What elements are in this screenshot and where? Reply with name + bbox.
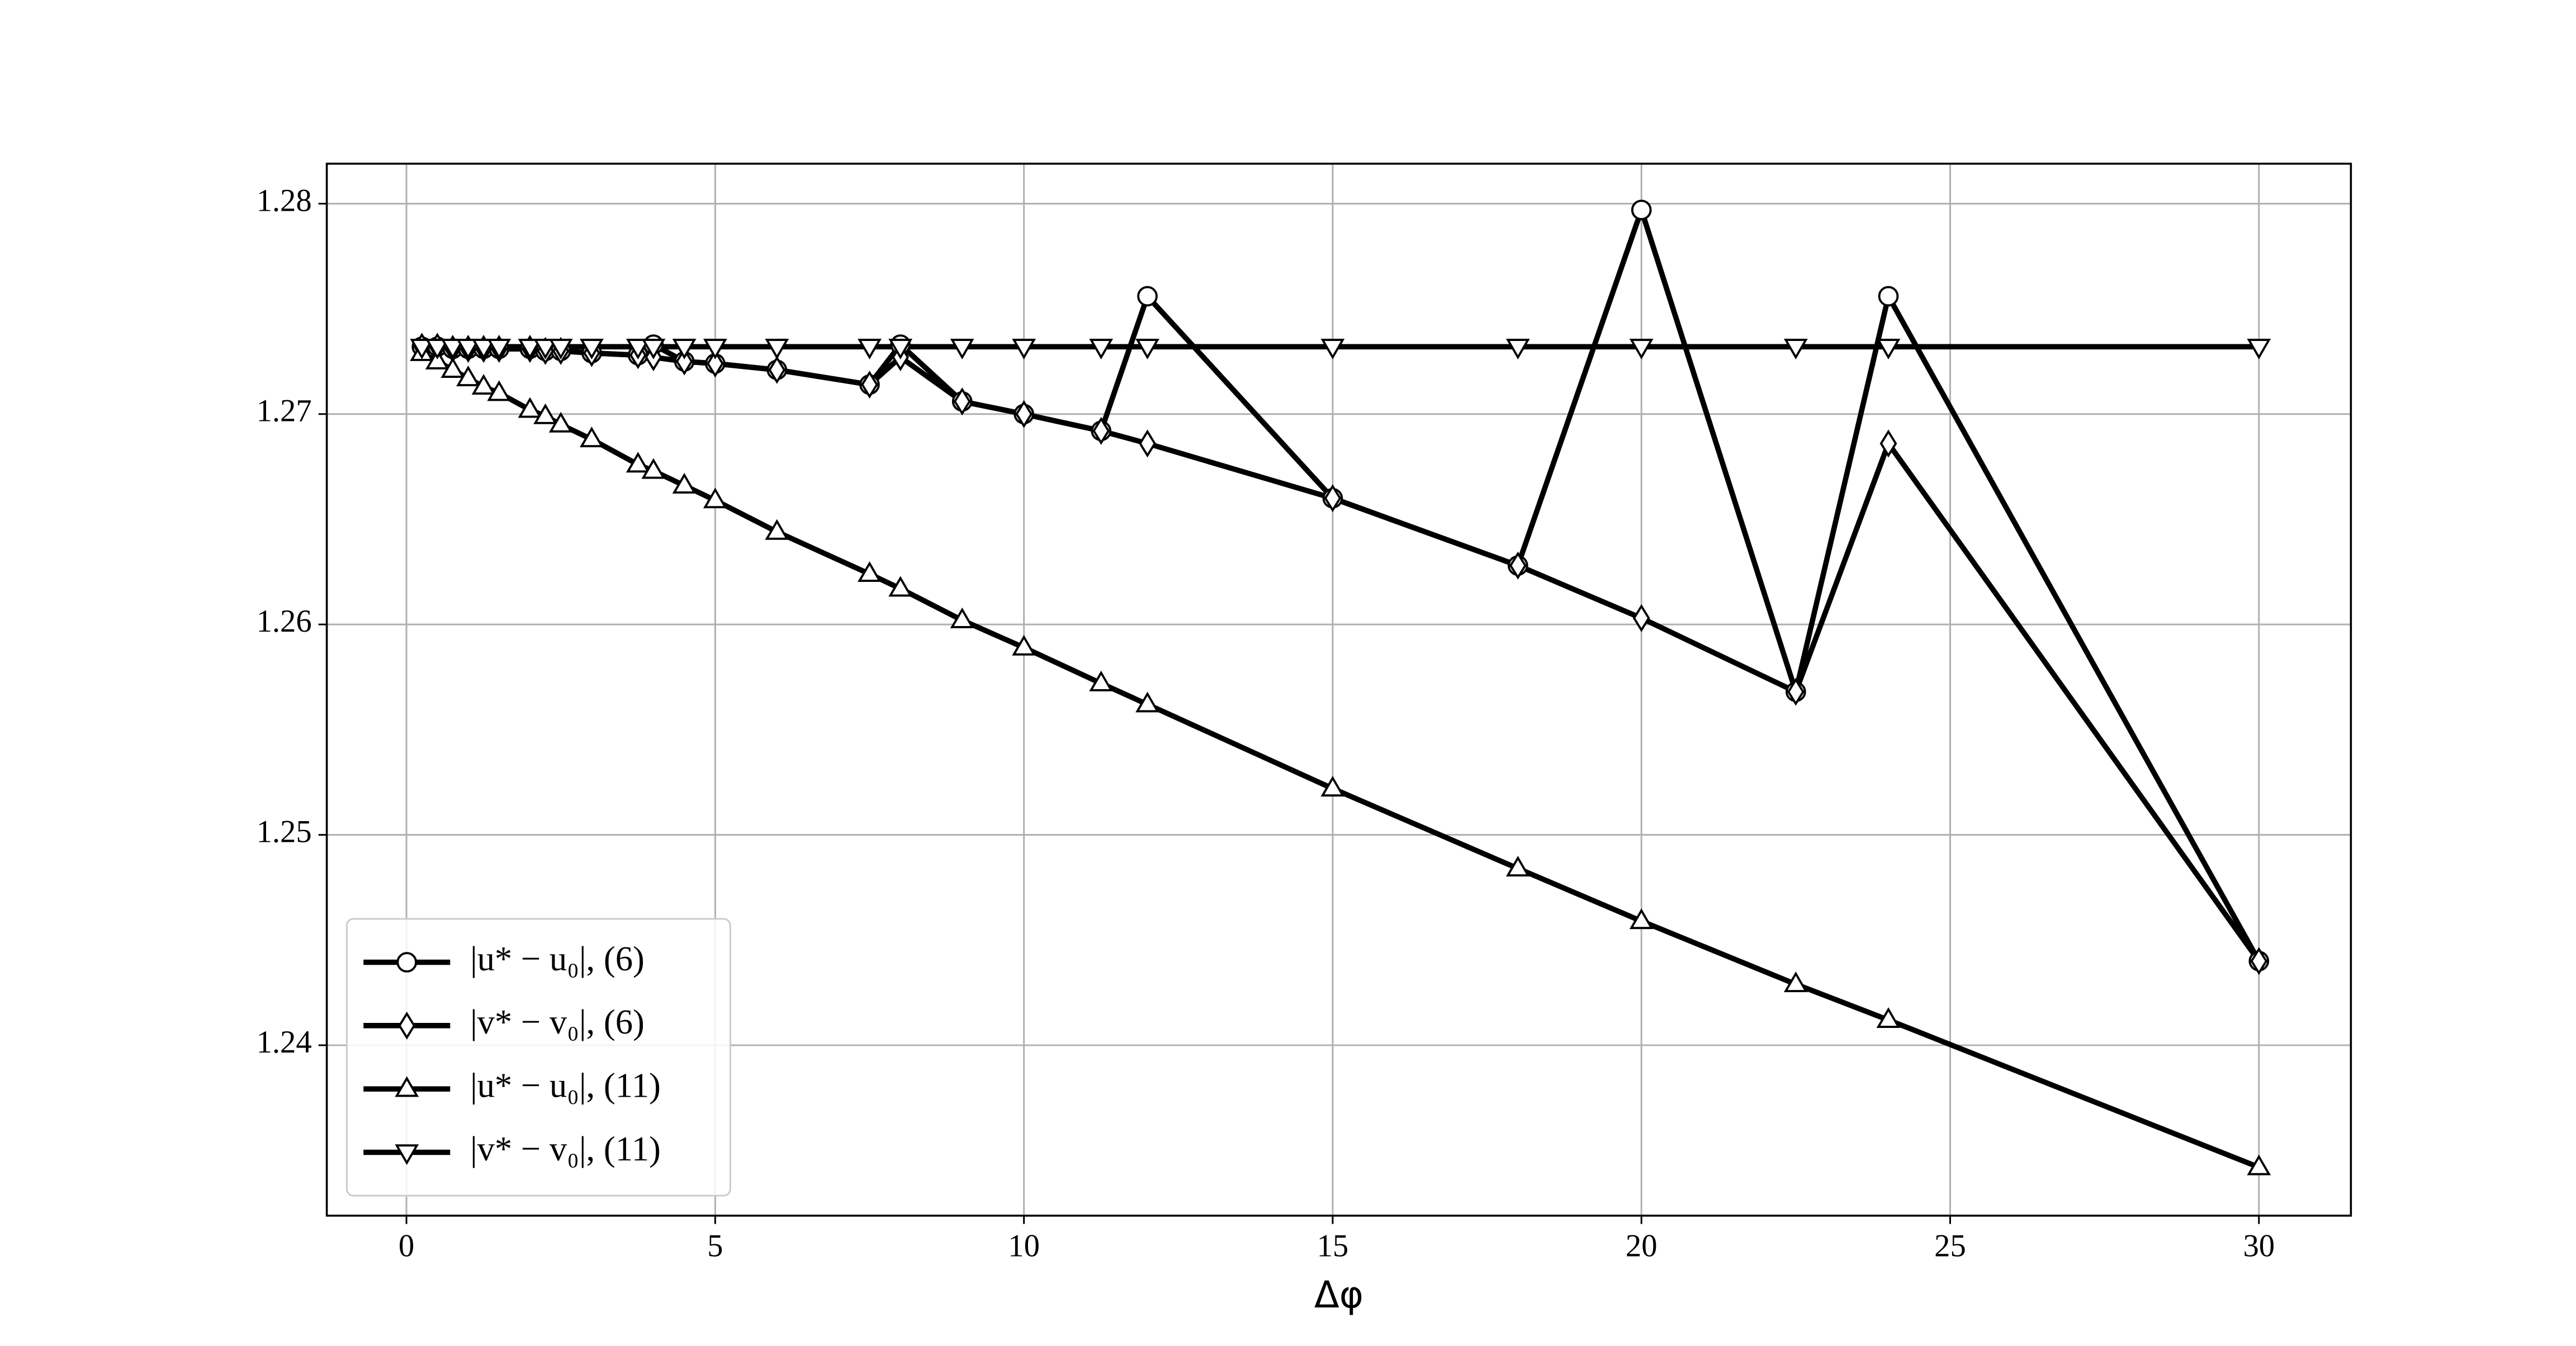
legend-marker — [396, 952, 418, 973]
data-point — [456, 339, 480, 360]
x-tick-label: 0 — [399, 1229, 414, 1263]
data-point — [425, 339, 449, 360]
legend-box — [345, 918, 731, 1197]
legend-marker — [398, 1011, 416, 1040]
data-point — [1137, 286, 1158, 307]
data-point — [1878, 286, 1899, 307]
y-tick-label: 1.28 — [257, 183, 312, 218]
data-point — [2247, 339, 2271, 360]
data-point — [518, 397, 542, 418]
data-point — [1629, 339, 1654, 360]
data-point — [768, 356, 786, 384]
legend-marker — [395, 1144, 419, 1165]
data-point — [888, 576, 913, 597]
data-point — [456, 366, 480, 387]
data-point — [1509, 551, 1527, 580]
x-tick-label: 15 — [1317, 1229, 1349, 1263]
data-point — [1505, 856, 1530, 877]
data-point — [950, 339, 974, 360]
data-point — [471, 374, 496, 395]
data-point — [672, 339, 697, 360]
data-point — [1631, 200, 1652, 220]
data-point — [2247, 1154, 2271, 1176]
data-point — [580, 339, 604, 360]
series-line — [422, 207, 2261, 963]
data-point — [487, 339, 512, 360]
data-point — [533, 339, 557, 360]
data-point — [1783, 339, 1808, 360]
data-point — [1012, 339, 1036, 360]
data-point — [471, 339, 496, 360]
data-point — [1015, 400, 1033, 428]
data-point — [1320, 775, 1345, 797]
data-point — [626, 339, 650, 360]
data-point — [706, 349, 724, 378]
data-point — [765, 339, 789, 360]
data-point — [672, 472, 697, 494]
legend-label: |u* − u₀|, (11) — [470, 1066, 661, 1105]
data-point — [2250, 947, 2268, 975]
x-tick-label: 10 — [1008, 1229, 1040, 1263]
x-tick-label: 5 — [707, 1229, 723, 1263]
data-point — [858, 339, 882, 360]
data-point — [533, 403, 557, 424]
data-point — [548, 411, 573, 433]
x-tick-label: 25 — [1934, 1229, 1966, 1263]
data-point — [950, 607, 974, 628]
data-point — [1135, 339, 1159, 360]
data-point — [626, 452, 650, 473]
data-point — [410, 339, 434, 360]
data-point — [953, 387, 971, 416]
data-point — [1135, 691, 1159, 713]
x-tick-label: 20 — [1626, 1229, 1658, 1263]
data-point — [580, 426, 604, 448]
y-tick-label: 1.24 — [257, 1025, 312, 1060]
data-point — [487, 380, 512, 401]
data-point — [1324, 484, 1342, 513]
data-point — [1139, 429, 1156, 458]
legend-label: |u* − u₀|, (6) — [470, 939, 645, 978]
data-point — [641, 339, 666, 360]
data-point — [1787, 677, 1805, 706]
data-point — [1876, 1007, 1901, 1029]
y-tick-label: 1.27 — [257, 394, 312, 429]
data-point — [1632, 604, 1650, 632]
data-point — [425, 348, 449, 369]
y-tick-label: 1.25 — [257, 815, 312, 850]
data-point — [1092, 416, 1110, 445]
data-point — [1089, 339, 1114, 360]
data-point — [703, 487, 727, 509]
data-point — [1505, 339, 1530, 360]
data-point — [1012, 634, 1036, 656]
legend-label: |v* − v₀|, (11) — [470, 1129, 661, 1168]
data-point — [441, 357, 465, 378]
legend-label: |v* − v₀|, (6) — [470, 1002, 645, 1041]
data-point — [703, 339, 727, 360]
x-tick-label: 30 — [2243, 1229, 2275, 1263]
data-point — [1089, 670, 1114, 691]
data-point — [1783, 971, 1808, 993]
data-point — [1629, 908, 1654, 930]
data-point — [888, 339, 913, 360]
data-point — [861, 371, 878, 399]
series-line — [422, 344, 2261, 963]
x-axis-label: Δφ — [1314, 1274, 1363, 1316]
data-point — [1320, 339, 1345, 360]
data-point — [1876, 339, 1901, 360]
legend-marker — [395, 1076, 419, 1097]
y-tick-label: 1.26 — [257, 604, 312, 639]
data-point — [641, 458, 666, 479]
data-point — [1879, 429, 1897, 458]
data-point — [548, 339, 573, 360]
data-point — [441, 339, 465, 360]
data-point — [675, 347, 693, 376]
data-point — [518, 339, 542, 360]
data-point — [765, 519, 789, 540]
plot-frame — [325, 163, 2352, 1217]
data-point — [858, 561, 882, 582]
